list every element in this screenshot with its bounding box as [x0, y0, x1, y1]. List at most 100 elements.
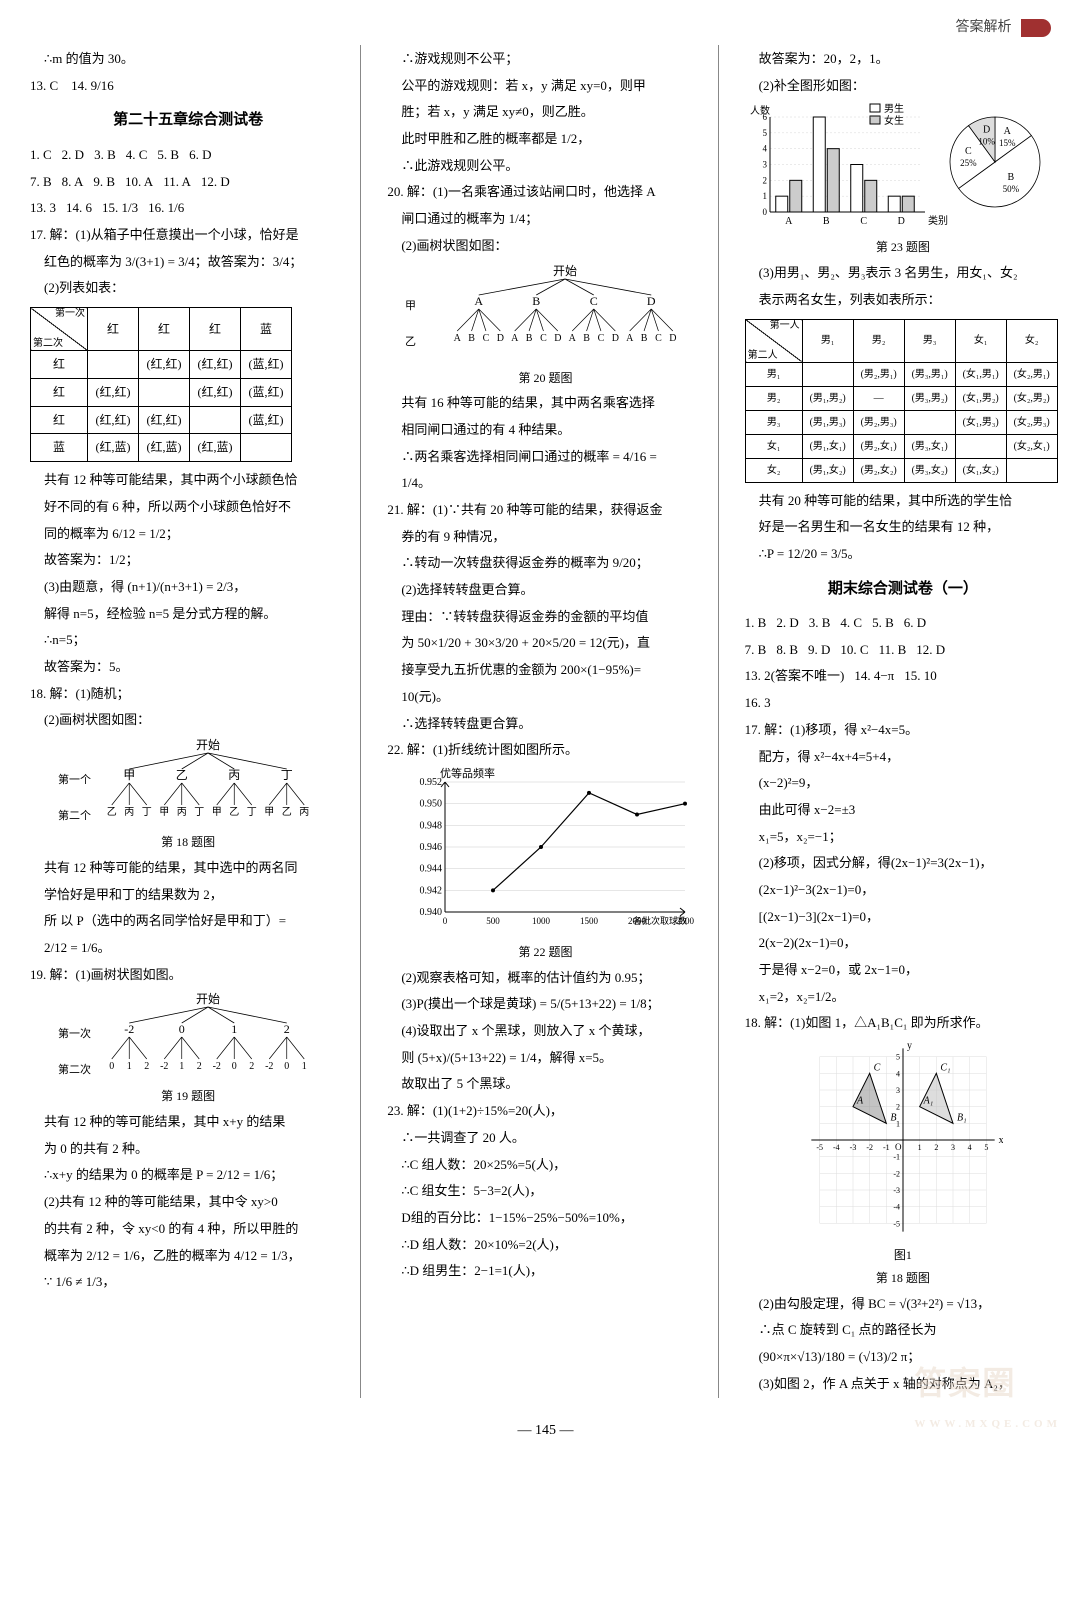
text-line: 17. 解：(1)从箱子中任意摸出一个小球，恰好是	[30, 223, 346, 248]
ans: 15. 10	[904, 664, 937, 689]
text-line: 20. 解：(1)一名乘客通过该站闸口时，他选择 A	[387, 180, 703, 205]
svg-text:-4: -4	[833, 1143, 840, 1152]
text-line: 21. 解：(1)∵共有 20 种等可能的结果，获得返金	[387, 498, 703, 523]
ans: 2. D	[776, 611, 798, 636]
ans: 5. B	[872, 611, 894, 636]
svg-text:甲: 甲	[123, 768, 135, 782]
svg-text:第二次: 第二次	[58, 1062, 91, 1076]
row-header: 红	[31, 406, 88, 434]
col-header: 红	[139, 308, 190, 351]
svg-text:A: A	[569, 333, 577, 344]
svg-text:各批次取球数: 各批次取球数	[633, 915, 687, 926]
cell: (男₃,女₁)	[904, 434, 955, 458]
answer-row: 1. C2. D3. B4. C5. B6. D	[30, 143, 346, 168]
text-line: 共有 12 种等可能的结果，其中选中的两名同	[30, 856, 346, 881]
svg-text:3: 3	[762, 160, 767, 170]
text-line: (2)补全图形如图：	[745, 74, 1061, 99]
cell: (男₁,女₂)	[802, 458, 853, 482]
ans: 5. B	[157, 143, 179, 168]
tree-diagram-18: 开始第一个第二个甲乙丙丁乙甲丙丁丙甲乙丁丁甲乙丙	[48, 737, 328, 827]
text-line: 23. 解：(1)(1+2)÷15%=20(人)，	[387, 1099, 703, 1124]
svg-text:第一次: 第一次	[58, 1026, 91, 1040]
svg-text:2: 2	[197, 1061, 202, 1072]
row-header: 红	[31, 351, 88, 379]
svg-text:-1: -1	[883, 1143, 890, 1152]
text-line: (3)P(摸出一个球是黄球) = 5/(5+13+22) = 1/8；	[387, 992, 703, 1017]
svg-text:甲: 甲	[264, 807, 274, 818]
page-header: 答案解析	[956, 15, 1052, 42]
text-line: 则 (5+x)/(5+13+22) = 1/4，解得 x=5。	[387, 1046, 703, 1071]
svg-text:A: A	[454, 333, 462, 344]
text-line: D组的百分比：1−15%−25%−50%=10%，	[387, 1206, 703, 1231]
text-line: 为 0 的共有 2 种。	[30, 1137, 346, 1162]
answer-row: 7. B8. A9. B10. A11. A12. D	[30, 170, 346, 195]
text-line: 胜；若 x，y 满足 xy≠0，则乙胜。	[387, 100, 703, 125]
text-line: ∴m 的值为 30。	[30, 47, 346, 72]
svg-text:3: 3	[896, 1086, 900, 1095]
text-line: 解得 n=5，经检验 n=5 是分式方程的解。	[30, 602, 346, 627]
text-line: 共有 12 种等可能结果，其中两个小球颜色恰	[30, 468, 346, 493]
cell: (红,红)	[190, 378, 241, 406]
svg-text:女生: 女生	[884, 114, 904, 127]
svg-text:-1: -1	[893, 1153, 900, 1162]
ans: 9. B	[93, 170, 115, 195]
svg-text:A: A	[512, 333, 520, 344]
probability-table-1: 第一次第二次 红红红蓝 红(红,红)(红,红)(蓝,红) 红(红,红)(红,红)…	[30, 307, 292, 462]
svg-text:2: 2	[249, 1061, 254, 1072]
ans: 10. A	[125, 170, 153, 195]
cell: (女₂,男₁)	[1006, 362, 1057, 386]
column-1: ∴m 的值为 30。 13. C 14. 9/16 第二十五章综合测试卷 1. …	[30, 45, 361, 1398]
svg-text:D: D	[555, 333, 562, 344]
svg-text:D: D	[670, 333, 677, 344]
svg-text:0: 0	[762, 207, 767, 217]
svg-text:1: 1	[127, 1061, 132, 1072]
cell: (女₁,男₃)	[955, 410, 1006, 434]
text-line: 由此可得 x−2=±3	[745, 798, 1061, 823]
svg-text:1: 1	[231, 1022, 237, 1036]
cell	[241, 434, 292, 462]
svg-text:-2: -2	[893, 1169, 900, 1178]
text-line: 故取出了 5 个黑球。	[387, 1072, 703, 1097]
svg-text:1: 1	[917, 1143, 921, 1152]
text-line: (2x−1)²−3(2x−1)=0，	[745, 878, 1061, 903]
svg-text:乙: 乙	[405, 335, 416, 348]
col-header: 男₃	[904, 319, 955, 362]
text-line: 2(x−2)(2x−1)=0，	[745, 931, 1061, 956]
svg-text:-2: -2	[213, 1061, 221, 1072]
svg-text:0.944: 0.944	[420, 864, 443, 875]
text-line: (3)由题意，得 (n+1)/(n+3+1) = 2/3，	[30, 575, 346, 600]
svg-text:6: 6	[762, 112, 767, 122]
text-line: 接享受九五折优惠的金额为 200×(1−95%)=	[387, 658, 703, 683]
svg-text:D: D	[612, 333, 619, 344]
text-line: 闸口通过的概率为 1/4；	[387, 207, 703, 232]
row-header: 男₃	[745, 410, 802, 434]
svg-text:开始: 开始	[196, 738, 220, 752]
text-line: (2)移项，因式分解，得(2x−1)²=3(2x−1)，	[745, 851, 1061, 876]
page-number: — 145 —	[30, 1418, 1061, 1445]
col-header: 蓝	[241, 308, 292, 351]
svg-text:B: B	[641, 333, 648, 344]
text-line: 的共有 2 种，令 xy<0 的有 4 种，所以甲胜的	[30, 1217, 346, 1242]
svg-text:B: B	[584, 333, 591, 344]
svg-text:B: B	[823, 216, 830, 227]
figure-caption: 第 20 题图	[387, 367, 703, 390]
svg-text:5: 5	[896, 1053, 900, 1062]
text-line: 同的概率为 6/12 = 1/2；	[30, 522, 346, 547]
text-line: 于是得 x−2=0，或 2x−1=0，	[745, 958, 1061, 983]
text-line: 理由：∵转转盘获得返金券的金额的平均值	[387, 605, 703, 630]
svg-text:C: C	[598, 333, 605, 344]
text-line: 此时甲胜和乙胜的概率都是 1/2，	[387, 127, 703, 152]
svg-text:第二个: 第二个	[58, 808, 91, 822]
ans: 10. C	[840, 638, 868, 663]
svg-text:0.940: 0.940	[420, 907, 443, 918]
answer-row: 13. 2(答案不唯一)14. 4−π15. 10	[745, 664, 1061, 689]
svg-text:C: C	[860, 216, 867, 227]
cell: —	[853, 386, 904, 410]
svg-text:0.948: 0.948	[420, 820, 443, 831]
grid-figure-18: -5-5-4-4-3-3-2-2-1-11122334455xyOABCA₁B₁…	[803, 1040, 1003, 1240]
cell: (男₃,女₂)	[904, 458, 955, 482]
text-line: 好是一名男生和一名女生的结果有 12 种，	[745, 515, 1061, 540]
text-line: ∴P = 12/20 = 3/5。	[745, 542, 1061, 567]
svg-text:-3: -3	[849, 1143, 856, 1152]
text-line: (3)用男₁、男₂、男₃表示 3 名男生，用女₁、女₂	[745, 261, 1061, 286]
